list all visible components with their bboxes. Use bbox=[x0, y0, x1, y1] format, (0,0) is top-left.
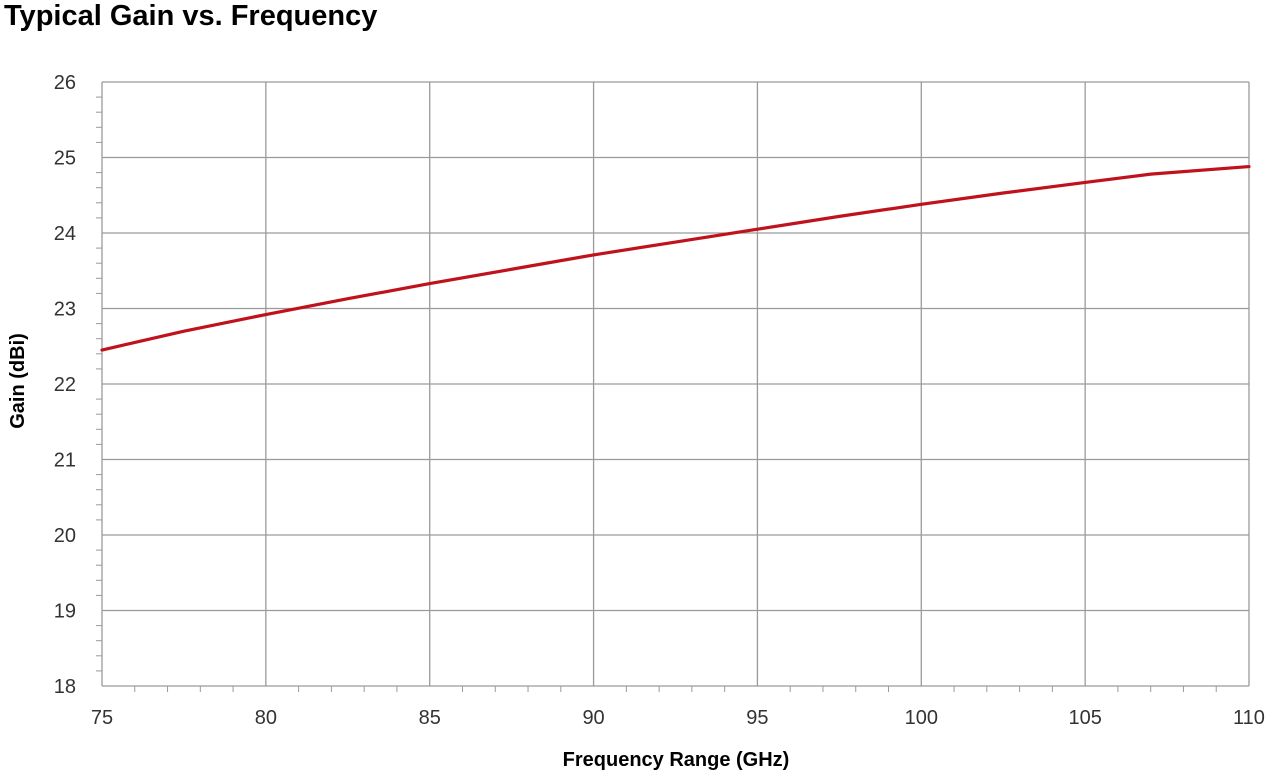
y-tick-label: 22 bbox=[54, 374, 76, 396]
x-tick-label: 90 bbox=[582, 707, 604, 729]
x-tick-label: 100 bbox=[905, 707, 938, 729]
x-axis-title: Frequency Range (GHz) bbox=[563, 749, 790, 771]
minor-ticks bbox=[96, 96, 1217, 692]
x-axis-ticks: 75 80 85 90 95 100 105 110 bbox=[91, 707, 1265, 729]
y-tick-label: 26 bbox=[54, 72, 76, 94]
x-tick-label: 80 bbox=[255, 707, 277, 729]
x-tick-label: 105 bbox=[1068, 707, 1101, 729]
y-tick-label: 20 bbox=[54, 525, 76, 547]
x-tick-label: 75 bbox=[91, 707, 113, 729]
y-axis-title: Gain (dBi) bbox=[7, 333, 29, 429]
y-tick-label: 21 bbox=[54, 450, 76, 472]
y-tick-label: 24 bbox=[54, 223, 76, 245]
y-tick-label: 23 bbox=[54, 299, 76, 321]
x-tick-label: 110 bbox=[1233, 707, 1265, 729]
y-tick-label: 25 bbox=[54, 148, 76, 170]
series-layer bbox=[100, 164, 1251, 352]
y-tick-label: 19 bbox=[54, 601, 76, 623]
y-tick-label: 18 bbox=[54, 676, 76, 698]
x-tick-label: 95 bbox=[746, 707, 768, 729]
x-tick-label: 85 bbox=[419, 707, 441, 729]
series-line bbox=[100, 164, 1251, 352]
grid bbox=[101, 81, 1250, 687]
y-axis-ticks: 18 19 20 21 22 23 24 25 26 bbox=[54, 72, 76, 698]
chart-title: Typical Gain vs. Frequency bbox=[4, 0, 378, 32]
